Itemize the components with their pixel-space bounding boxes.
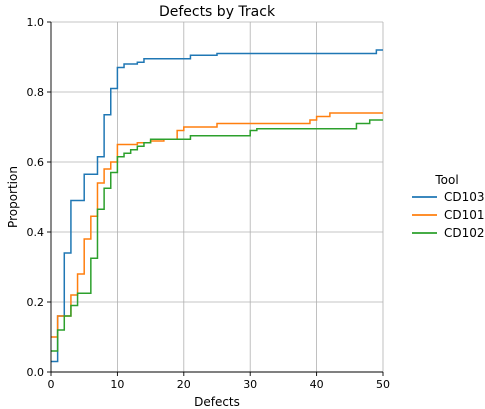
- x-axis-label: Defects: [194, 395, 240, 409]
- x-tick-label: 30: [243, 378, 257, 391]
- legend: Tool CD103 CD101 CD102: [412, 173, 485, 240]
- series-line-cd102: [51, 119, 383, 352]
- y-tick-label: 0.6: [27, 156, 45, 169]
- y-tick-label: 0.0: [27, 366, 45, 379]
- y-tick-label: 0.8: [27, 86, 45, 99]
- x-tick-label: 40: [310, 378, 324, 391]
- x-tick-label: 0: [48, 378, 55, 391]
- x-tick-label: 20: [177, 378, 191, 391]
- chart-title: Defects by Track: [159, 4, 276, 20]
- axes: [50, 22, 383, 373]
- x-tick-label: 50: [376, 378, 390, 391]
- grid: [50, 21, 384, 373]
- series-line-cd103: [51, 49, 383, 363]
- ticks: 0 10 20 30 40 50 0.0 0.2 0.4 0.6 0.8 1.0: [27, 16, 391, 391]
- x-tick-label: 10: [110, 378, 124, 391]
- legend-items: CD103 CD101 CD102: [412, 190, 485, 240]
- legend-title: Tool: [434, 173, 458, 187]
- y-tick-label: 1.0: [27, 16, 45, 29]
- series-layer: [51, 49, 383, 363]
- legend-label-cd102: CD102: [444, 226, 485, 240]
- y-axis-label: Proportion: [6, 166, 20, 228]
- legend-label-cd101: CD101: [444, 208, 485, 222]
- y-tick-label: 0.2: [27, 296, 45, 309]
- legend-label-cd103: CD103: [444, 190, 485, 204]
- series-line-cd101: [51, 112, 383, 338]
- y-tick-label: 0.4: [27, 226, 45, 239]
